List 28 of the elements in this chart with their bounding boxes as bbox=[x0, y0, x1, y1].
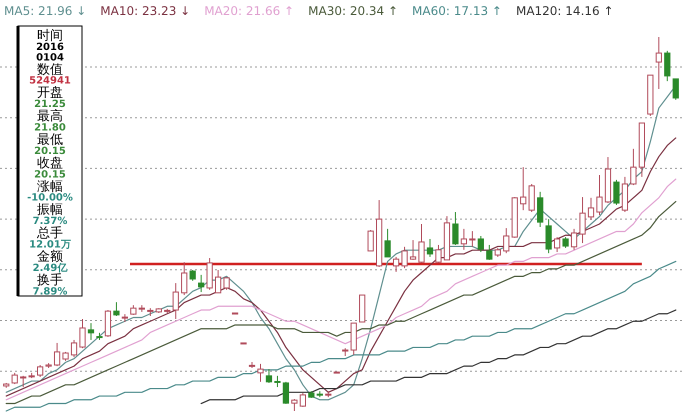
text: MA30: 20.34 ↑ bbox=[308, 4, 398, 18]
text: MA60: 17.13 ↑ bbox=[412, 4, 502, 18]
annotation: 时间 bbox=[37, 28, 63, 44]
annotation: 7.89% bbox=[32, 286, 68, 298]
annotation: 524941 bbox=[29, 76, 71, 87]
annotation: 21.25 bbox=[34, 99, 66, 110]
annotation: 最高 bbox=[37, 108, 63, 124]
annotation: 金额 bbox=[37, 250, 63, 264]
annotation: 数值 bbox=[37, 62, 63, 78]
annotation: 2016 bbox=[36, 42, 64, 53]
annotation: 21.80 bbox=[34, 122, 66, 134]
annotation: 振幅 bbox=[37, 202, 63, 218]
text: MA10: 23.23 ↓ bbox=[100, 4, 190, 18]
annotation: 2.49亿 bbox=[32, 262, 68, 274]
annotation: 20.15 bbox=[34, 169, 66, 180]
annotation: 涨幅 bbox=[37, 179, 63, 194]
annotation: 收盘 bbox=[37, 156, 63, 171]
annotation: 最低 bbox=[37, 132, 63, 148]
text: MA5: 21.96 ↓ bbox=[4, 4, 86, 18]
annotation: 换手 bbox=[37, 272, 63, 288]
annotation: 7.37% bbox=[32, 216, 68, 228]
text: MA20: 21.66 ↑ bbox=[204, 4, 294, 18]
annotation: 0104 bbox=[36, 52, 64, 64]
annotation: 12.01万 bbox=[29, 240, 71, 250]
annotation: -10.00% bbox=[27, 192, 73, 204]
annotation: 开盘 bbox=[37, 86, 63, 101]
annotation: 20.15 bbox=[34, 146, 66, 157]
text: MA120: 14.16 ↑ bbox=[516, 4, 614, 18]
